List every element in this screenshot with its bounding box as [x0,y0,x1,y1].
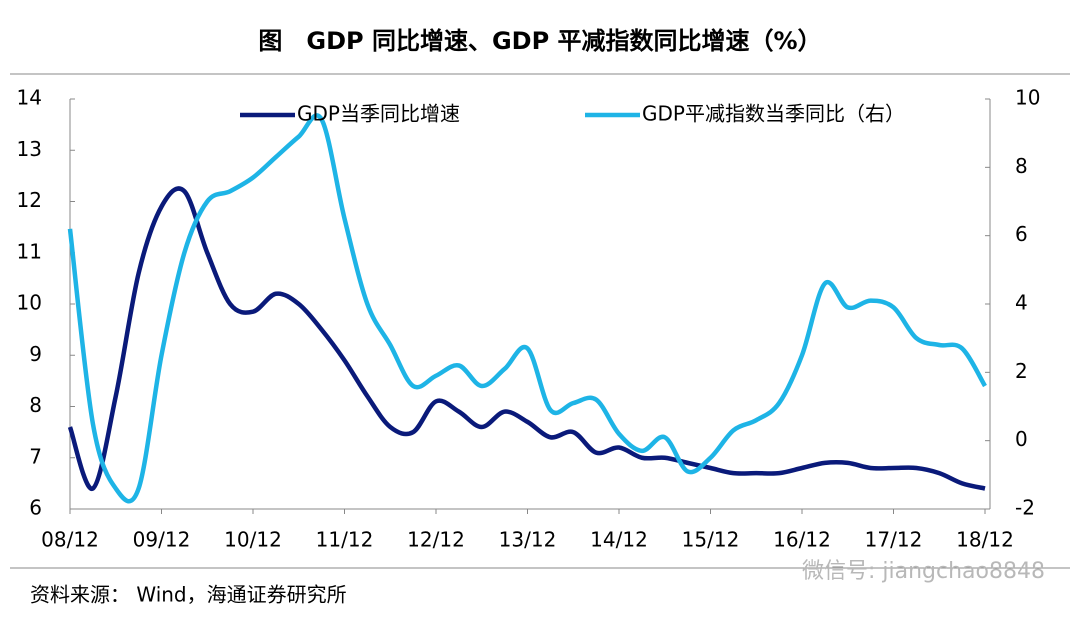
y2-tick-label: 4 [1015,291,1028,315]
x-tick-label: 14/12 [590,528,648,552]
y2-tick-label: -2 [1015,496,1035,520]
y2-tick-label: 2 [1015,359,1028,383]
x-tick-label: 10/12 [224,528,282,552]
y-tick-label: 13 [17,137,42,161]
y2-tick-label: 0 [1015,427,1028,451]
line-series [67,113,987,504]
source-note: 资料来源： Wind，海通证券研究所 [30,583,347,607]
x-tick-label: 15/12 [682,528,740,552]
watermark: 微信号: jiangchao8848 [802,559,1045,584]
legend-label: GDP当季同比增速 [297,102,460,126]
x-tick-label: 13/12 [499,528,557,552]
y-tick-label: 14 [17,86,42,110]
y2-tick-label: 8 [1015,154,1028,178]
chart-title: 图 GDP 同比增速、GDP 平减指数同比增速（%） [258,27,821,55]
y-tick-label: 11 [17,239,42,263]
y-tick-label: 12 [17,188,42,212]
y-tick-label: 8 [29,393,42,417]
y-tick-label: 7 [29,444,42,468]
x-tick-label: 09/12 [133,528,191,552]
line-series [67,186,986,491]
y2-tick-label: 6 [1015,222,1028,246]
legend-label: GDP平减指数当季同比（右） [642,102,905,126]
x-tick-label: 11/12 [316,528,374,552]
y-tick-label: 9 [29,342,42,366]
x-tick-label: 18/12 [956,528,1014,552]
y-tick-label: 10 [17,291,42,315]
x-tick-label: 12/12 [407,528,465,552]
x-tick-label: 16/12 [773,528,831,552]
y-tick-label: 6 [29,496,42,520]
x-tick-label: 08/12 [41,528,99,552]
x-tick-label: 17/12 [865,528,923,552]
y2-tick-label: 10 [1015,86,1040,110]
